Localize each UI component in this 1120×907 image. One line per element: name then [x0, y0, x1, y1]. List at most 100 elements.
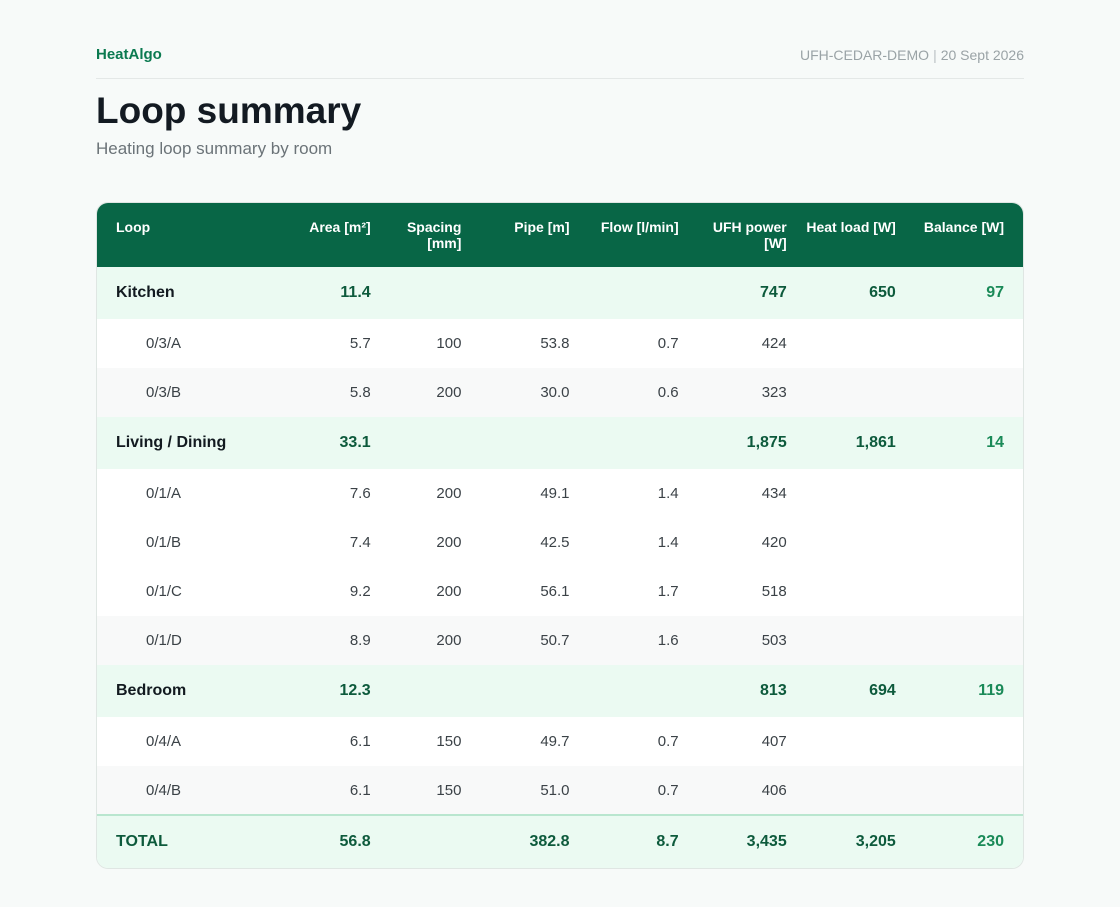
room-flow [589, 665, 698, 717]
loop-ufh-power: 424 [761, 335, 787, 352]
loop-flow: 1.4 [657, 485, 679, 502]
loop-ufh-power: 406 [761, 781, 787, 799]
loop-id: 0/4/A [146, 733, 182, 750]
loop-balance [915, 518, 1023, 567]
total-flow: 8.7 [656, 833, 679, 850]
room-spacing [390, 417, 481, 469]
loop-ufh-power: 407 [761, 733, 787, 750]
loop-ufh-power: 503 [761, 632, 787, 649]
project-id: UFH-CEDAR-DEMO [799, 47, 930, 63]
column-header-ufh-power: UFH power [W] [712, 219, 787, 251]
document-date: 20 Sept 2026 [940, 47, 1024, 63]
column-header-flow: Flow [l/min] [600, 219, 679, 235]
room-heat-load: 1,861 [855, 434, 896, 451]
room-ufh-power: 1,875 [746, 434, 787, 451]
loop-id: 0/3/B [146, 384, 182, 401]
loop-area: 7.6 [349, 485, 371, 502]
loop-id: 0/1/A [146, 485, 182, 502]
loop-row: 0/3/B 5.8 200 30.0 0.6 323 [97, 368, 1023, 417]
total-balance: 230 [977, 833, 1004, 850]
room-heat-load: 650 [869, 284, 896, 301]
total-label: TOTAL [116, 833, 168, 850]
loop-row: 0/1/A 7.6 200 49.1 1.4 434 [97, 469, 1023, 518]
loop-pipe: 30.0 [540, 384, 570, 401]
room-balance: 97 [986, 284, 1004, 301]
loop-ufh-power: 518 [761, 583, 787, 600]
loop-pipe: 49.1 [540, 485, 570, 502]
loop-summary-table-card: Loop Area [m²] Spacing [mm] Pipe [m] Flo… [96, 202, 1024, 869]
loop-spacing: 150 [436, 781, 462, 799]
loop-row: 0/1/B 7.4 200 42.5 1.4 420 [97, 518, 1023, 567]
loop-spacing: 100 [436, 335, 462, 352]
loop-pipe: 42.5 [540, 534, 570, 551]
loop-row: 0/3/A 5.7 100 53.8 0.7 424 [97, 319, 1023, 368]
loop-flow: 1.6 [657, 632, 679, 649]
room-balance: 14 [986, 434, 1004, 451]
loop-heat-load [806, 766, 915, 815]
room-area: 11.4 [340, 284, 371, 301]
room-name: Bedroom [116, 682, 187, 699]
column-header-spacing: Spacing [mm] [406, 219, 462, 251]
loop-spacing: 200 [436, 384, 462, 401]
loop-pipe: 49.7 [540, 733, 570, 750]
loop-balance [915, 368, 1023, 417]
loop-flow: 0.7 [657, 781, 679, 799]
loop-heat-load [806, 469, 915, 518]
room-name: Living / Dining [116, 434, 227, 451]
loop-ufh-power: 420 [761, 534, 787, 551]
room-balance: 119 [978, 682, 1004, 699]
brand-logo[interactable]: HeatAlgo [96, 46, 162, 63]
room-heat-load: 694 [869, 682, 896, 699]
loop-id: 0/1/D [146, 632, 182, 649]
room-name: Kitchen [116, 284, 175, 301]
total-pipe: 382.8 [529, 833, 570, 850]
loop-row: 0/1/C 9.2 200 56.1 1.7 518 [97, 567, 1023, 616]
loop-pipe: 56.1 [540, 583, 570, 600]
top-bar: HeatAlgo UFH-CEDAR-DEMO | 20 Sept 2026 [96, 0, 1024, 79]
loop-area: 5.8 [349, 384, 371, 401]
loop-flow: 1.7 [657, 583, 679, 600]
total-heat-load: 3,205 [855, 833, 896, 850]
loop-heat-load [806, 368, 915, 417]
room-row-bedroom: Bedroom 12.3 813 694 119 [97, 665, 1023, 717]
page-subtitle: Heating loop summary by room [96, 139, 333, 158]
loop-area: 5.7 [349, 335, 371, 352]
total-spacing [390, 815, 481, 868]
loop-heat-load [806, 717, 915, 766]
total-area: 56.8 [339, 833, 371, 850]
room-area: 33.1 [339, 434, 371, 451]
loop-id: 0/1/C [146, 583, 182, 600]
column-header-loop: Loop [116, 219, 151, 235]
loop-spacing: 200 [436, 632, 462, 649]
loop-ufh-power: 323 [761, 384, 787, 401]
loop-balance [915, 319, 1023, 368]
loop-area: 7.4 [349, 534, 371, 551]
room-ufh-power: 813 [760, 682, 787, 699]
loop-pipe: 51.0 [540, 781, 570, 799]
column-header-pipe: Pipe [m] [514, 219, 570, 235]
meta-separator: | [933, 47, 937, 63]
loop-id: 0/4/B [146, 781, 182, 799]
loop-spacing: 150 [436, 733, 462, 750]
loop-id: 0/1/B [146, 534, 182, 551]
room-ufh-power: 747 [760, 284, 787, 301]
loop-row: 0/4/A 6.1 150 49.7 0.7 407 [97, 717, 1023, 766]
loop-spacing: 200 [436, 534, 462, 551]
column-header-heat-load: Heat load [W] [806, 219, 896, 235]
loop-summary-table: Loop Area [m²] Spacing [mm] Pipe [m] Flo… [97, 203, 1023, 868]
loop-pipe: 53.8 [540, 335, 570, 352]
loop-row: 0/1/D 8.9 200 50.7 1.6 503 [97, 616, 1023, 665]
loop-area: 8.9 [349, 632, 371, 649]
loop-flow: 0.6 [657, 384, 679, 401]
document-meta: UFH-CEDAR-DEMO | 20 Sept 2026 [800, 47, 1024, 63]
loop-balance [915, 616, 1023, 665]
room-pipe [480, 417, 588, 469]
table-header-row: Loop Area [m²] Spacing [mm] Pipe [m] Flo… [97, 203, 1023, 267]
loop-flow: 0.7 [657, 733, 679, 750]
loop-area: 6.1 [349, 733, 371, 750]
loop-area: 9.2 [349, 583, 371, 600]
loop-row: 0/4/B 6.1 150 51.0 0.7 406 [97, 766, 1023, 815]
column-header-area: Area [m²] [309, 219, 371, 235]
room-row-living-dining: Living / Dining 33.1 1,875 1,861 14 [97, 417, 1023, 469]
room-area: 12.3 [339, 682, 371, 699]
